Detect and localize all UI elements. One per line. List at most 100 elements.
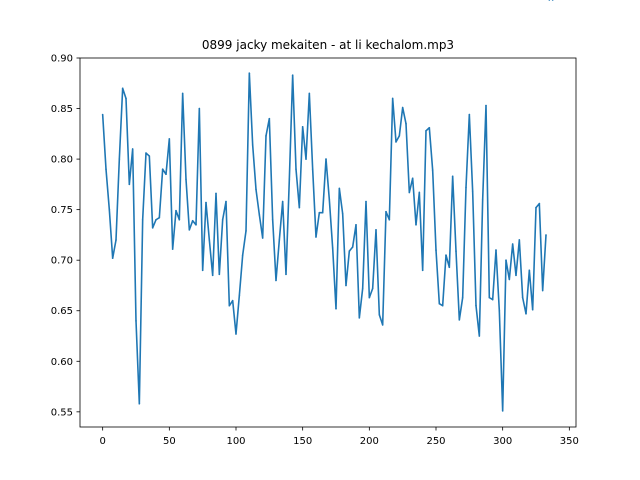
data-point xyxy=(388,218,391,221)
data-point xyxy=(445,254,447,256)
data-point xyxy=(235,333,237,335)
data-point xyxy=(185,178,187,181)
data-point xyxy=(138,402,141,405)
data-point xyxy=(291,74,294,76)
data-point xyxy=(381,324,384,326)
data-point xyxy=(451,175,454,178)
data-point xyxy=(221,218,224,221)
data-point xyxy=(478,335,481,337)
data-point xyxy=(275,279,277,282)
data-point xyxy=(215,192,217,195)
data-point xyxy=(348,250,351,252)
data-point xyxy=(245,230,247,232)
data-point xyxy=(508,278,511,281)
data-point xyxy=(458,319,461,321)
y-tick-label: 0.85 xyxy=(51,104,73,115)
data-point xyxy=(461,296,464,299)
data-point xyxy=(228,304,231,307)
data-point xyxy=(315,236,317,238)
data-point xyxy=(205,201,207,204)
x-tick-label: 150 xyxy=(293,436,312,447)
data-point xyxy=(298,206,301,209)
data-point xyxy=(101,113,104,116)
data-point xyxy=(515,274,517,277)
data-point xyxy=(455,250,457,252)
x-tick-label: 50 xyxy=(163,436,176,447)
data-point xyxy=(265,135,267,137)
data-point xyxy=(548,0,551,1)
data-point xyxy=(121,87,124,90)
data-point xyxy=(525,312,527,315)
data-point xyxy=(375,229,377,231)
data-point xyxy=(125,97,127,100)
data-point xyxy=(305,158,307,160)
data-point xyxy=(248,72,251,74)
axis-ticks: 0 50 100 150 200 250 300 350 0.55 0.60 0.65 0.70 0.7… xyxy=(51,54,579,448)
data-point xyxy=(131,148,134,150)
data-point xyxy=(295,168,297,171)
data-point xyxy=(491,298,494,301)
data-point xyxy=(331,247,334,249)
data-point xyxy=(408,191,411,194)
data-point xyxy=(351,246,354,248)
data-point xyxy=(155,218,157,221)
data-point xyxy=(261,237,264,239)
data-point xyxy=(355,224,357,226)
data-point xyxy=(538,202,541,205)
data-point xyxy=(281,200,284,203)
data-point xyxy=(211,274,214,277)
data-point xyxy=(518,239,521,241)
data-point xyxy=(135,320,137,322)
data-point xyxy=(415,224,417,226)
data-point xyxy=(251,144,254,146)
data-point xyxy=(308,92,311,95)
data-point xyxy=(435,249,437,251)
data-point xyxy=(111,257,114,259)
data-point xyxy=(468,113,471,116)
data-point xyxy=(188,229,191,231)
data-point xyxy=(448,266,451,269)
data-point xyxy=(161,168,164,171)
data-point xyxy=(198,107,201,110)
data-point xyxy=(301,125,304,128)
data-point xyxy=(208,239,211,241)
data-point xyxy=(431,169,434,172)
data-point xyxy=(255,188,257,191)
y-tick-label: 0.80 xyxy=(51,155,73,166)
data-point xyxy=(391,97,394,100)
data-point xyxy=(145,152,147,154)
data-point xyxy=(335,307,337,310)
data-point xyxy=(151,227,154,229)
data-point xyxy=(495,249,497,251)
data-point xyxy=(318,211,321,214)
data-point xyxy=(128,183,131,186)
data-point xyxy=(398,135,401,137)
data-point xyxy=(238,294,241,297)
data-point xyxy=(501,410,504,412)
data-point xyxy=(498,309,501,312)
data-point xyxy=(485,104,487,107)
data-point xyxy=(311,168,314,171)
data-points xyxy=(101,0,554,412)
data-point xyxy=(428,126,431,129)
data-point xyxy=(328,198,331,201)
data-point xyxy=(345,284,347,287)
data-point xyxy=(378,313,381,316)
x-tick-label: 300 xyxy=(493,436,512,447)
data-point xyxy=(368,296,371,299)
data-point xyxy=(358,317,361,319)
data-point xyxy=(371,287,374,290)
data-point xyxy=(481,198,484,201)
data-point xyxy=(541,289,544,292)
data-point xyxy=(141,218,144,221)
data-point xyxy=(288,178,291,181)
data-point xyxy=(401,106,404,109)
data-point xyxy=(488,296,491,299)
series-line xyxy=(101,72,547,412)
y-tick-label: 0.90 xyxy=(51,54,73,65)
data-point xyxy=(158,216,161,219)
y-tick-label: 0.70 xyxy=(51,256,73,267)
data-point xyxy=(171,248,174,250)
